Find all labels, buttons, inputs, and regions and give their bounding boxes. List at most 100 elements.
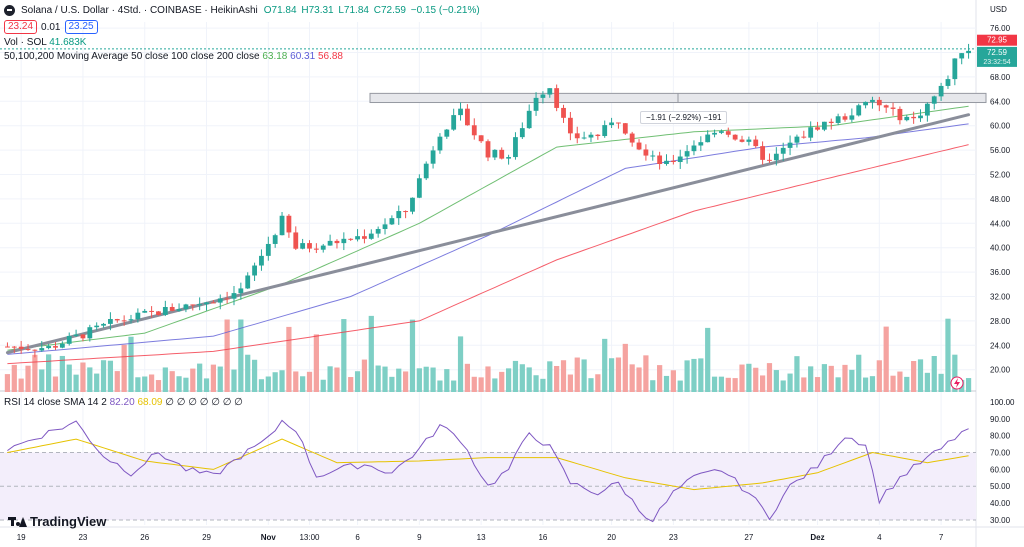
volume-bar	[808, 366, 814, 392]
volume-bar	[135, 377, 141, 392]
volume-bar	[814, 377, 821, 392]
time-tick-label: 16	[538, 533, 547, 542]
candle-body	[341, 238, 347, 244]
volume-bar	[705, 327, 711, 392]
volume-bar	[574, 357, 580, 392]
volume-bar	[629, 364, 635, 392]
candle-body	[677, 156, 683, 163]
volume-bar	[430, 367, 436, 392]
rsi-legend[interactable]: RSI 14 close SMA 14 2 82.20 68.09 ∅ ∅ ∅ …	[4, 397, 243, 408]
candle-body	[217, 298, 223, 303]
volume-bar	[423, 366, 429, 392]
volume-bar	[457, 336, 464, 392]
volume-bar	[691, 358, 697, 392]
candle-body	[108, 319, 113, 324]
volume-bar	[917, 359, 924, 392]
volume-bar	[121, 344, 127, 392]
candle-body	[492, 149, 498, 158]
candle-body	[835, 116, 841, 123]
volume-bar	[66, 364, 72, 392]
symbol-title[interactable]: Solana / U.S. Dollar · 4Std. · COINBASE …	[21, 4, 258, 16]
volume-legend[interactable]: Vol · SOL 41.683K	[4, 37, 86, 48]
measure-label[interactable]: −1.91 (−2.92%) −191	[640, 111, 728, 124]
candle-body	[506, 157, 511, 159]
candle-body	[918, 115, 923, 119]
lightning-bolt-icon	[954, 378, 960, 388]
price-tick-label: 32.00	[990, 293, 1011, 302]
price-axis[interactable]: 20.00 24.00 28.00 32.00 36.00 40.00 44.00 48.00…	[990, 5, 1015, 525]
time-tick-label: 6	[355, 533, 360, 542]
volume-bar	[451, 380, 457, 392]
time-tick-label: 4	[877, 533, 882, 542]
volume-bar	[361, 359, 368, 392]
candle-body	[410, 197, 415, 212]
currency-label: USD	[990, 5, 1007, 14]
rsi-tick-label: 90.00	[990, 415, 1011, 424]
candle-body	[238, 288, 244, 294]
candle-body	[355, 236, 360, 240]
price-tick-label: 28.00	[990, 317, 1011, 326]
candle-body	[478, 135, 484, 142]
volume-bar	[354, 371, 361, 392]
ma200-line	[7, 144, 969, 365]
candle-body	[760, 146, 766, 160]
candle-body	[190, 304, 196, 306]
open-value: O71.84	[263, 4, 297, 16]
time-axis[interactable]: 19 23 26 29 Nov 13:00 6 9 13 16 20 23 27 Dez 4 7	[17, 533, 944, 542]
price-tick-label: 52.00	[990, 171, 1011, 180]
resistance-zone[interactable]	[369, 92, 987, 104]
spread-value: 0.01	[41, 21, 61, 33]
price-tick-label: 36.00	[990, 268, 1011, 277]
volume-bar	[787, 373, 793, 392]
volume-bar	[334, 367, 340, 392]
volume-bar	[25, 365, 31, 392]
candle-body	[197, 304, 203, 306]
sell-button[interactable]: 23.24	[4, 20, 38, 34]
close-value: C72.59	[373, 4, 406, 16]
candle-body	[650, 155, 656, 157]
time-tick-label: 26	[140, 533, 149, 542]
volume-bar	[251, 359, 258, 392]
candle-body	[444, 129, 450, 137]
low-value: L71.84	[338, 4, 369, 16]
volume-bar	[272, 372, 278, 392]
tradingview-logo-icon	[8, 516, 27, 527]
candle-body	[629, 133, 635, 143]
volume-bar	[128, 336, 134, 392]
volume-bar	[732, 378, 738, 392]
candle-body	[156, 311, 161, 315]
tradingview-logo[interactable]: TradingView	[8, 514, 106, 529]
ma-legend[interactable]: 50,100,200 Moving Average 50 close 100 c…	[4, 51, 343, 62]
volume-bar	[663, 375, 670, 392]
time-tick-label: 23	[78, 533, 87, 542]
volume-bar	[677, 380, 683, 392]
candle-body	[334, 240, 340, 244]
volume-bar	[382, 366, 388, 392]
candle-body	[32, 349, 38, 351]
rsi-tick-label: 100.00	[990, 398, 1015, 407]
candle-body	[952, 58, 958, 80]
last-price-tag-bg	[977, 34, 1017, 46]
candle-body	[437, 136, 443, 151]
candle-body	[11, 346, 17, 348]
volume-bar	[59, 355, 65, 392]
candle-body	[622, 123, 628, 134]
buy-button[interactable]: 23.25	[64, 20, 98, 34]
volume-bar	[327, 366, 333, 392]
volume-bar	[773, 370, 779, 392]
volume-bar	[924, 372, 930, 392]
candle-body	[533, 97, 539, 111]
candle-body	[959, 53, 965, 59]
rsi-line	[7, 419, 969, 523]
volume-bar	[684, 360, 690, 392]
rsi-tick-label: 70.00	[990, 449, 1011, 458]
candle-body	[526, 110, 532, 129]
volume-bar	[794, 356, 800, 392]
candle-body	[657, 155, 663, 165]
candle-body	[204, 302, 209, 305]
volume-bar	[711, 376, 718, 392]
price-tick-label: 76.00	[990, 24, 1011, 33]
volume-bar	[938, 373, 944, 392]
price-tick-label: 60.00	[990, 122, 1011, 131]
